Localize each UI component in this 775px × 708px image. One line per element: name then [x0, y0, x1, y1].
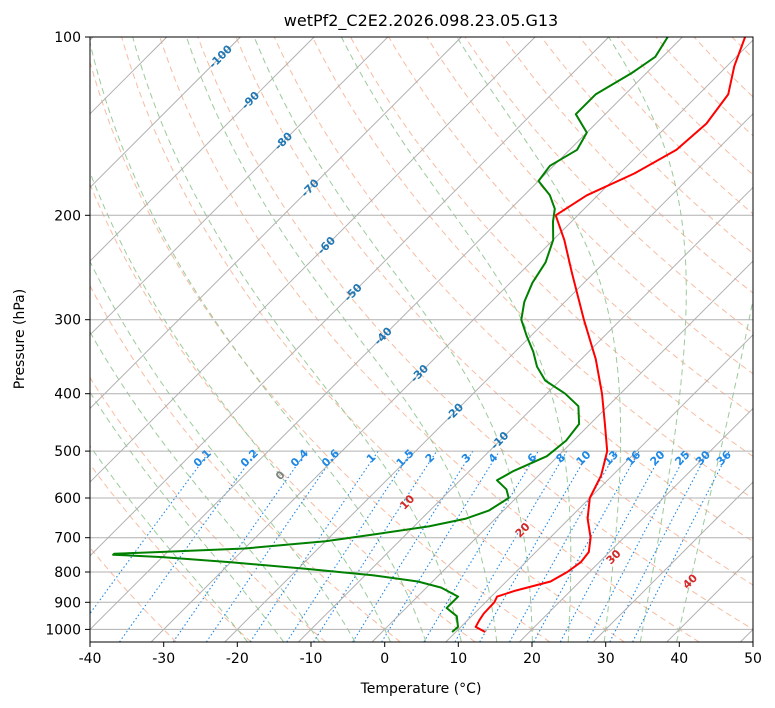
moist-adiabat [676, 296, 753, 642]
x-tick-label: 20 [523, 651, 541, 667]
x-tick-label: 0 [380, 651, 389, 667]
isotherm [519, 407, 753, 642]
y-tick-label: 400 [54, 387, 81, 403]
y-tick-label: 900 [54, 595, 81, 611]
isotherm [90, 37, 683, 631]
x-tick-label: 10 [449, 651, 467, 667]
x-tick-label: 30 [597, 651, 615, 667]
dry-adiabat [464, 37, 753, 334]
profiles [112, 37, 747, 633]
y-tick-label: 600 [54, 491, 81, 507]
isotherm [90, 37, 610, 557]
isotherm [371, 260, 753, 642]
x-axis-label: Temperature (°C) [360, 681, 482, 697]
mixing-ratio-line [509, 450, 618, 642]
moist-adiabat [186, 37, 498, 642]
dry-adiabats [90, 37, 753, 642]
y-tick-label: 200 [54, 208, 81, 224]
mixing-ratio-line [205, 450, 338, 642]
plot-area: 0.1 0.2 0.4 0.6 1 1.5 2 3 4 6 8 10 13 16 20 25 30 36-100-… [90, 37, 753, 642]
y-tick-label: 700 [54, 531, 81, 547]
x-tick-label: 40 [670, 651, 688, 667]
dewpoint-profile [112, 37, 669, 633]
y-tick-label: 500 [54, 444, 81, 460]
moist-adiabat [90, 391, 285, 642]
moist-adiabat [90, 171, 391, 642]
moist-adiabat [253, 37, 533, 642]
moist-adiabats [90, 37, 753, 642]
isotherm [90, 37, 315, 262]
isotherm [298, 186, 753, 642]
isotherm [90, 37, 241, 189]
dry-adiabat [121, 37, 625, 642]
dry-adiabat [617, 37, 753, 176]
mixing-ratio-line [313, 450, 438, 642]
x-tick-label: -10 [300, 651, 323, 667]
isotherm [592, 481, 753, 642]
x-tick-label: -20 [226, 651, 249, 667]
isotherm [90, 37, 536, 483]
y-tick-label: 100 [54, 30, 81, 46]
isotherm [90, 37, 462, 410]
isotherm [445, 334, 753, 642]
moist-adiabat [132, 37, 462, 642]
dry-adiabat [579, 37, 753, 215]
mixing-ratio-lines [90, 450, 730, 642]
dry-adiabat [388, 37, 753, 416]
y-tick-label: 800 [54, 565, 81, 581]
dry-adiabat [311, 37, 753, 500]
mixing-ratio-line [90, 450, 211, 615]
moist-adiabat [90, 260, 356, 642]
x-tick-label: 50 [744, 651, 762, 667]
dry-adiabat [90, 463, 252, 642]
dry-adiabat [90, 60, 551, 642]
dry-adiabat [197, 37, 753, 630]
moist-adiabat [90, 40, 427, 642]
moist-adiabat [90, 330, 320, 642]
mixing-ratio-line [119, 450, 258, 642]
moist-adiabat [340, 37, 572, 642]
moist-adiabat [608, 37, 687, 642]
mixing-ratio-line [352, 450, 474, 642]
temperature-profile [474, 37, 747, 633]
moist-adiabat [90, 445, 248, 642]
y-axis-label: Pressure (hPa) [12, 289, 28, 389]
mixing-ratio-line [454, 450, 568, 642]
isotherm [150, 39, 753, 642]
mixing-ratio-line [559, 450, 664, 642]
y-axis-ticks: 100 200 300 400 500 600 700 800 900 1000 [45, 30, 90, 638]
pressure-gridlines [90, 37, 753, 630]
dry-adiabat [235, 37, 753, 586]
x-tick-label: -40 [79, 651, 102, 667]
mixing-ratio-line [423, 450, 539, 642]
mixing-ratio-line [381, 450, 500, 642]
x-axis-ticks: -40 -30 -20 -10 0 10 20 30 40 50 [79, 642, 762, 667]
dry-adiabat [90, 284, 401, 642]
isotherm [90, 37, 389, 336]
plot-frame [89, 36, 754, 643]
y-tick-label: 300 [54, 313, 81, 329]
mixing-ratio-line [479, 450, 591, 642]
dry-adiabat [159, 37, 700, 642]
y-tick-label: 1000 [45, 622, 81, 638]
chart-title: wetPf2_C2E2.2026.098.23.05.G13 [284, 11, 558, 31]
mixing-ratio-line [172, 450, 308, 642]
x-tick-label: -30 [152, 651, 175, 667]
